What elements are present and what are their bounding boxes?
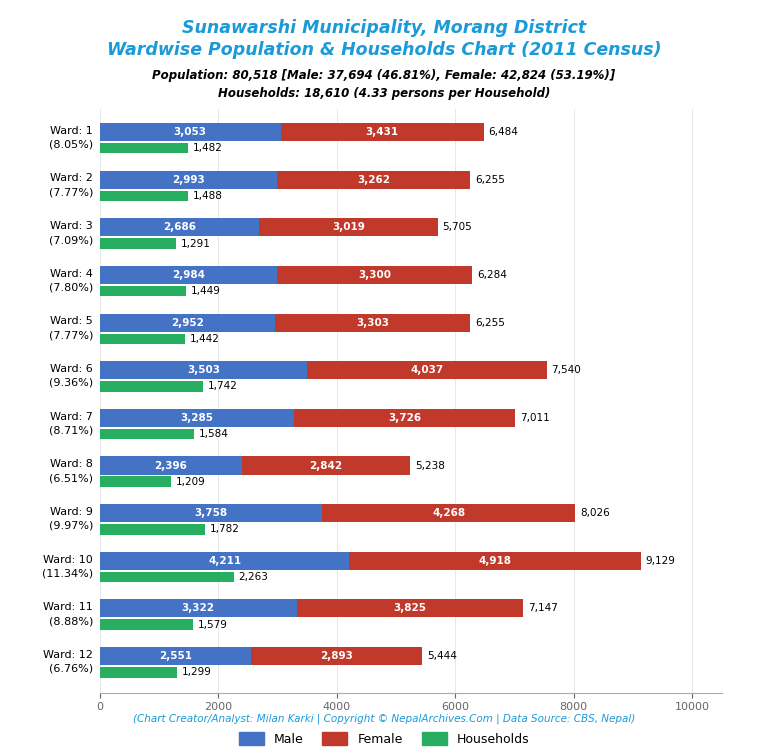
Text: Sunawarshi Municipality, Morang District: Sunawarshi Municipality, Morang District: [182, 19, 586, 37]
Text: 1,488: 1,488: [193, 191, 223, 201]
Bar: [100, 381, 203, 392]
Bar: [100, 409, 294, 427]
Text: 5,238: 5,238: [415, 461, 445, 471]
Text: 2,993: 2,993: [172, 175, 205, 184]
Text: 1,291: 1,291: [181, 239, 211, 248]
Text: 3,262: 3,262: [357, 175, 390, 184]
Text: 2,842: 2,842: [310, 461, 343, 471]
Text: 7,540: 7,540: [551, 365, 581, 375]
Text: 3,285: 3,285: [180, 413, 214, 423]
Text: 3,322: 3,322: [182, 603, 215, 614]
Bar: [100, 667, 177, 678]
Text: 7,011: 7,011: [520, 413, 550, 423]
Bar: [100, 143, 187, 154]
Bar: [100, 572, 234, 582]
Text: 5,444: 5,444: [427, 651, 457, 661]
Text: 3,503: 3,503: [187, 365, 220, 375]
Text: 2,952: 2,952: [170, 318, 204, 328]
Text: 7,147: 7,147: [528, 603, 558, 614]
Text: 6,255: 6,255: [475, 318, 505, 328]
Bar: [281, 123, 484, 141]
Text: 2,893: 2,893: [320, 651, 353, 661]
Bar: [294, 409, 515, 427]
Bar: [276, 266, 472, 284]
Text: 2,984: 2,984: [172, 270, 205, 280]
Bar: [277, 171, 471, 189]
Bar: [100, 620, 194, 630]
Text: 1,442: 1,442: [190, 334, 220, 344]
Text: 2,263: 2,263: [239, 572, 269, 582]
Bar: [100, 218, 259, 236]
Text: 2,551: 2,551: [159, 651, 192, 661]
Bar: [100, 171, 277, 189]
Text: 3,758: 3,758: [194, 508, 228, 518]
Text: 3,300: 3,300: [358, 270, 391, 280]
Text: 9,129: 9,129: [645, 556, 675, 566]
Legend: Male, Female, Households: Male, Female, Households: [234, 727, 534, 751]
Bar: [100, 524, 205, 535]
Text: Households: 18,610 (4.33 persons per Household): Households: 18,610 (4.33 persons per Hou…: [218, 87, 550, 99]
Text: 1,742: 1,742: [208, 382, 237, 392]
Bar: [100, 456, 242, 474]
Bar: [349, 552, 641, 570]
Bar: [100, 599, 296, 617]
Text: 8,026: 8,026: [580, 508, 610, 518]
Bar: [100, 552, 349, 570]
Text: 1,449: 1,449: [190, 286, 220, 296]
Bar: [100, 238, 177, 248]
Text: Wardwise Population & Households Chart (2011 Census): Wardwise Population & Households Chart (…: [107, 41, 661, 59]
Text: 3,303: 3,303: [356, 318, 389, 328]
Text: 3,019: 3,019: [332, 222, 365, 233]
Text: 1,482: 1,482: [192, 143, 222, 154]
Bar: [323, 504, 575, 523]
Text: 3,053: 3,053: [174, 127, 207, 137]
Bar: [100, 647, 251, 665]
Text: 6,284: 6,284: [477, 270, 507, 280]
Bar: [100, 286, 186, 297]
Bar: [100, 266, 276, 284]
Bar: [100, 429, 194, 439]
Bar: [259, 218, 438, 236]
Text: 3,726: 3,726: [389, 413, 422, 423]
Text: 2,396: 2,396: [154, 461, 187, 471]
Text: 1,579: 1,579: [198, 620, 228, 630]
Bar: [100, 361, 307, 380]
Text: 1,299: 1,299: [181, 667, 211, 677]
Text: 1,209: 1,209: [176, 477, 206, 486]
Bar: [296, 599, 523, 617]
Bar: [100, 313, 275, 331]
Text: 6,255: 6,255: [475, 175, 505, 184]
Text: 4,037: 4,037: [410, 365, 444, 375]
Bar: [242, 456, 410, 474]
Text: 5,705: 5,705: [442, 222, 472, 233]
Text: 4,268: 4,268: [432, 508, 465, 518]
Bar: [100, 477, 171, 487]
Text: 4,211: 4,211: [208, 556, 241, 566]
Bar: [100, 334, 185, 344]
Bar: [100, 123, 281, 141]
Text: 6,484: 6,484: [488, 127, 518, 137]
Bar: [100, 191, 188, 201]
Bar: [100, 504, 323, 523]
Text: 1,584: 1,584: [198, 429, 228, 439]
Text: Population: 80,518 [Male: 37,694 (46.81%), Female: 42,824 (53.19%)]: Population: 80,518 [Male: 37,694 (46.81%…: [152, 69, 616, 82]
Text: 2,686: 2,686: [163, 222, 196, 233]
Text: 3,825: 3,825: [393, 603, 426, 614]
Text: 1,782: 1,782: [210, 524, 240, 535]
Text: 4,918: 4,918: [478, 556, 511, 566]
Text: (Chart Creator/Analyst: Milan Karki | Copyright © NepalArchives.Com | Data Sourc: (Chart Creator/Analyst: Milan Karki | Co…: [133, 714, 635, 724]
Bar: [275, 313, 471, 331]
Bar: [251, 647, 422, 665]
Text: 3,431: 3,431: [366, 127, 399, 137]
Bar: [307, 361, 547, 380]
